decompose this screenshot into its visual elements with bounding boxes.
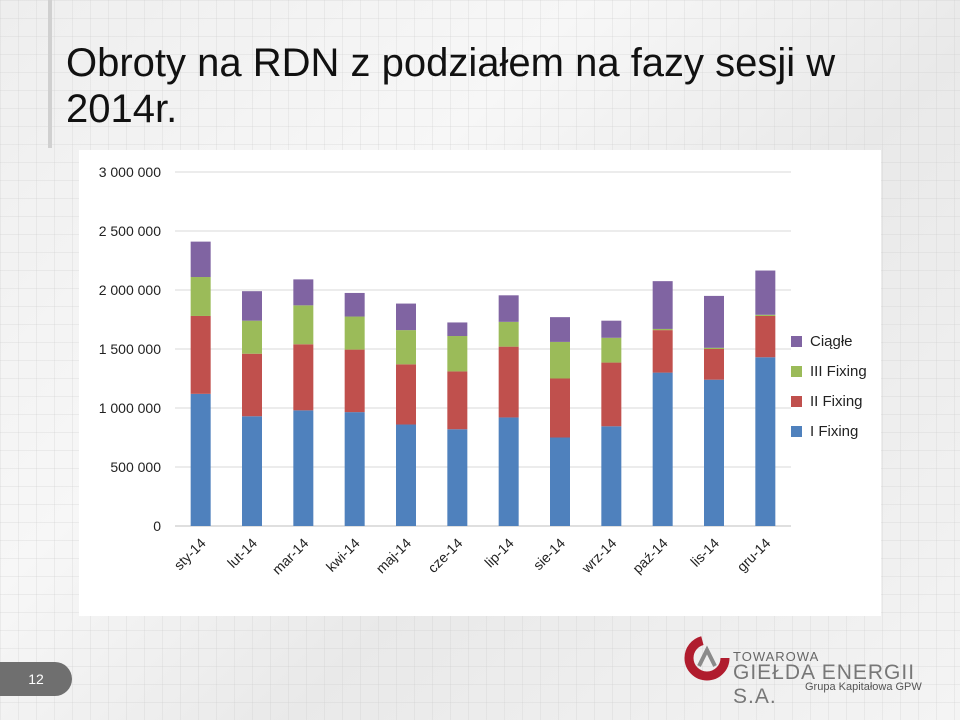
bar-segment bbox=[550, 341, 570, 379]
bar-segment bbox=[344, 292, 365, 317]
bar-segment bbox=[447, 322, 468, 337]
chart-legend: Ciągłe III Fixing II Fixing I Fixing bbox=[791, 326, 881, 446]
y-tick-label: 0 bbox=[153, 518, 161, 534]
legend-swatch bbox=[791, 425, 802, 437]
page-number-badge: 12 bbox=[0, 662, 72, 696]
bar-segment bbox=[550, 317, 570, 342]
bar-segment bbox=[190, 277, 211, 316]
legend-swatch bbox=[791, 395, 802, 407]
bar-segment bbox=[652, 372, 673, 526]
bar-segment bbox=[190, 241, 211, 278]
bar-segment bbox=[344, 316, 365, 350]
bar-segment bbox=[652, 328, 673, 331]
bar-segment bbox=[190, 393, 211, 526]
logo-line-1: TOWAROWA bbox=[733, 649, 820, 664]
bar-segment bbox=[550, 378, 570, 438]
bar-segment bbox=[498, 417, 519, 526]
y-tick-label: 500 000 bbox=[110, 459, 161, 475]
x-tick-label: lip-14 bbox=[481, 535, 517, 571]
x-tick-label: lis-14 bbox=[687, 535, 722, 570]
x-tick-label: mar-14 bbox=[269, 535, 312, 578]
bar-segment bbox=[498, 295, 519, 322]
logo-line-2: GIEŁDA ENERGII S.A. bbox=[733, 661, 916, 708]
bar-segment bbox=[396, 303, 416, 331]
slide-title: Obroty na RDN z podziałem na fazy sesji … bbox=[66, 41, 836, 131]
bar-segment bbox=[550, 437, 570, 526]
bar-segment bbox=[498, 346, 519, 418]
y-tick-label: 1 000 000 bbox=[99, 400, 161, 416]
legend-item: I Fixing bbox=[791, 416, 881, 446]
title-accent-bar bbox=[48, 0, 52, 148]
legend-item: III Fixing bbox=[791, 356, 881, 386]
bar-segment bbox=[601, 337, 622, 363]
bar-segment bbox=[293, 279, 314, 306]
logo-line-3: Grupa Kapitałowa GPW bbox=[805, 681, 922, 693]
bar-segment bbox=[755, 357, 776, 526]
bar-segment bbox=[242, 416, 262, 526]
bar-segment bbox=[601, 362, 622, 427]
bar-segment bbox=[396, 330, 416, 365]
x-tick-label: lut-14 bbox=[224, 535, 260, 571]
bar-segment bbox=[242, 353, 262, 417]
bar-segment bbox=[652, 281, 673, 329]
bar-segment bbox=[293, 410, 314, 526]
bar-segment bbox=[447, 371, 468, 430]
tge-logo: TOWAROWA GIEŁDA ENERGII S.A. Grupa Kapit… bbox=[683, 630, 943, 708]
bar-segment bbox=[344, 412, 365, 526]
x-tick-label: paź-14 bbox=[629, 535, 671, 577]
bar-segment bbox=[755, 315, 776, 358]
y-tick-label: 3 000 000 bbox=[99, 164, 161, 180]
bar-segment bbox=[755, 314, 776, 316]
bar-segment bbox=[242, 291, 262, 321]
bar-segment bbox=[652, 330, 673, 373]
y-tick-label: 2 000 000 bbox=[99, 282, 161, 298]
x-tick-label: wrz-14 bbox=[578, 535, 620, 577]
bar-segment bbox=[704, 349, 724, 380]
bar-segment bbox=[498, 321, 519, 347]
x-tick-label: maj-14 bbox=[373, 535, 415, 577]
bar-segment bbox=[242, 320, 262, 354]
bar-segment bbox=[396, 364, 416, 425]
chart-panel: 0 500 000 1 000 000 1 500 000 2 000 000 2 500… bbox=[79, 150, 881, 616]
bar-segment bbox=[190, 315, 211, 394]
bar-segment bbox=[601, 426, 622, 526]
stacked-bar-chart: 0 500 000 1 000 000 1 500 000 2 000 000 2 500… bbox=[99, 164, 791, 578]
bar-segment bbox=[293, 305, 314, 345]
legend-swatch bbox=[791, 365, 802, 377]
y-tick-label: 2 500 000 bbox=[99, 223, 161, 239]
y-tick-label: 1 500 000 bbox=[99, 341, 161, 357]
tge-logo-mark-icon bbox=[684, 635, 730, 681]
bar-segment bbox=[704, 379, 724, 526]
legend-item: II Fixing bbox=[791, 386, 881, 416]
legend-label: II Fixing bbox=[810, 392, 863, 410]
bar-segment bbox=[601, 320, 622, 338]
bar-segment bbox=[704, 347, 724, 349]
x-tick-label: sie-14 bbox=[530, 535, 568, 573]
bar-segment bbox=[396, 424, 416, 526]
x-tick-label: kwi-14 bbox=[323, 535, 363, 575]
bar-segment bbox=[447, 336, 468, 372]
legend-label: III Fixing bbox=[810, 362, 867, 380]
bar-segment bbox=[447, 429, 468, 526]
x-tick-label: sty-14 bbox=[171, 535, 209, 573]
legend-label: Ciągłe bbox=[810, 332, 853, 350]
bar-segment bbox=[293, 344, 314, 411]
legend-item: Ciągłe bbox=[791, 326, 881, 356]
x-tick-label: gru-14 bbox=[734, 535, 774, 575]
legend-label: I Fixing bbox=[810, 422, 859, 440]
x-tick-label: cze-14 bbox=[424, 535, 465, 576]
legend-swatch bbox=[791, 335, 802, 347]
bar-segment bbox=[704, 295, 724, 348]
bar-segment bbox=[344, 349, 365, 413]
bar-segment bbox=[755, 270, 776, 315]
